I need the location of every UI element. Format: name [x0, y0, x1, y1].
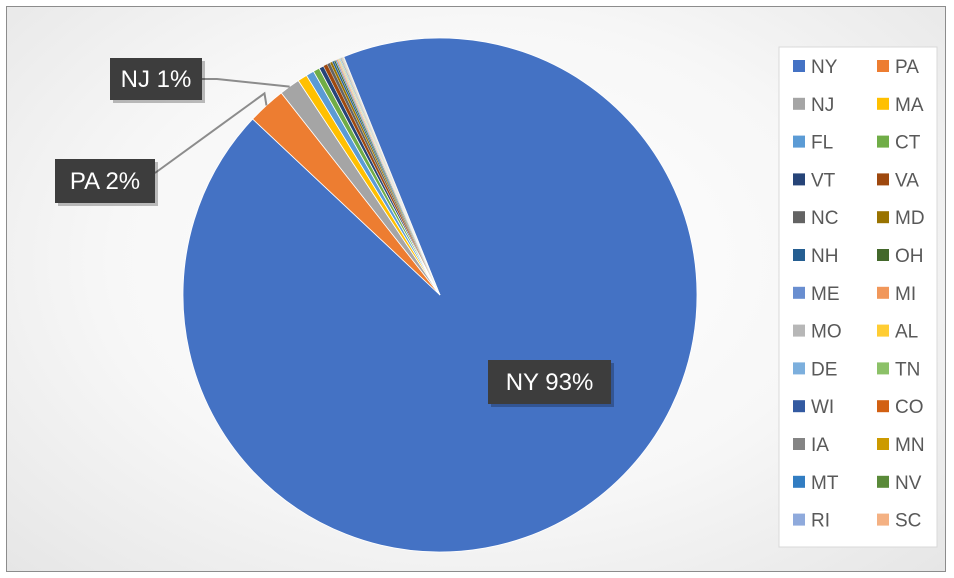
legend-label: NC	[811, 208, 838, 229]
data-label-box	[110, 58, 202, 100]
data-label-ny: NY 93%	[488, 360, 614, 407]
legend-swatch	[793, 249, 805, 261]
legend-swatch	[793, 362, 805, 375]
legend-swatch	[793, 97, 805, 110]
legend-label: SC	[895, 511, 921, 532]
data-label-pa: PA 2%	[55, 159, 158, 206]
legend-item-fl: FL	[793, 133, 833, 154]
legend-item-md: MD	[877, 208, 925, 229]
data-label-text-nj: NJ 1%	[121, 66, 192, 93]
legend-item-al: AL	[877, 322, 918, 343]
legend-swatch	[877, 475, 889, 488]
legend-item-mt: MT	[793, 473, 839, 494]
legend-item-mi: MI	[877, 284, 916, 305]
legend-label: MI	[895, 284, 916, 305]
legend-swatch	[877, 249, 889, 261]
legend-label: DE	[811, 359, 837, 380]
legend-label: NJ	[811, 95, 834, 116]
legend-swatch	[793, 60, 805, 72]
legend-item-mo: MO	[793, 322, 842, 343]
legend-label: NV	[895, 473, 922, 494]
legend-label: FL	[811, 133, 833, 154]
legend-item-oh: OH	[877, 246, 924, 267]
legend-label: PA	[895, 57, 919, 78]
legend-label: MN	[895, 435, 925, 456]
legend-swatch	[793, 135, 805, 148]
legend-swatch	[793, 324, 805, 337]
pie-slices	[182, 37, 698, 553]
legend-label: NY	[811, 57, 838, 78]
legend-item-ri: RI	[793, 511, 830, 532]
legend-box	[778, 46, 938, 548]
legend-label: MA	[895, 95, 924, 116]
legend-item-nc: NC	[793, 208, 838, 229]
legend-item-vt: VT	[793, 170, 836, 191]
data-label-text-ny: NY 93%	[506, 369, 594, 396]
legend-label: NH	[811, 246, 838, 267]
legend-item-mn: MN	[877, 435, 925, 456]
pie-slice-sc	[343, 56, 441, 296]
legend-item-wi: WI	[793, 397, 834, 418]
legend-item-tn: TN	[877, 359, 920, 380]
legend-swatch	[793, 513, 805, 526]
legend-item-nh: NH	[793, 246, 838, 267]
legend-swatch	[877, 286, 889, 299]
legend-swatch	[793, 475, 805, 488]
legend-swatch	[877, 513, 889, 526]
leader-line-pa	[154, 91, 268, 174]
legend-label: OH	[895, 246, 924, 267]
legend-item-pa: PA	[877, 57, 919, 78]
legend-item-ia: IA	[793, 435, 829, 456]
leader-line-nj	[202, 78, 290, 88]
pie-slice-ny	[182, 37, 698, 553]
legend-swatch	[877, 362, 889, 375]
legend-item-sc: SC	[877, 511, 921, 532]
legend-label: CT	[895, 133, 921, 154]
legend-swatch	[877, 97, 889, 110]
legend-item-ct: CT	[877, 133, 921, 154]
legend-swatch	[793, 438, 805, 450]
legend-swatch	[877, 135, 889, 148]
legend-label: VA	[895, 170, 919, 191]
legend-item-de: DE	[793, 359, 837, 380]
legend-swatch	[877, 173, 889, 186]
legend-label: RI	[811, 511, 830, 532]
legend-swatch	[877, 211, 889, 224]
legend-swatch	[793, 211, 805, 224]
legend-swatch	[793, 286, 805, 299]
legend-label: TN	[895, 359, 920, 380]
data-label-box	[55, 159, 155, 203]
legend-label: CO	[895, 397, 924, 418]
legend-item-co: CO	[877, 397, 924, 418]
legend-label: MD	[895, 208, 925, 229]
legend-item-va: VA	[877, 170, 919, 191]
legend-swatch	[877, 438, 889, 450]
legend-item-me: ME	[793, 284, 840, 305]
data-labels: NY 93% PA 2% NJ 1%	[55, 58, 614, 407]
legend-label: WI	[811, 397, 834, 418]
chart-frame: NY 93% PA 2% NJ 1% NY PA NJ MA FL CT VT VA NC MD NH O…	[6, 6, 946, 572]
pie-chart: NY 93% PA 2% NJ 1% NY PA NJ MA FL CT VT VA NC MD NH O…	[55, 37, 938, 553]
data-label-box	[488, 360, 611, 404]
data-label-text-pa: PA 2%	[70, 168, 140, 195]
legend-item-nj: NJ	[793, 95, 834, 116]
legend-swatch	[793, 400, 805, 413]
legend-item-ma: MA	[877, 95, 924, 116]
legend: NY PA NJ MA FL CT VT VA NC MD NH OH ME MI MO AL DE TN WI CO…	[778, 46, 938, 548]
legend-label: AL	[895, 322, 918, 343]
legend-label: ME	[811, 284, 840, 305]
legend-swatch	[877, 400, 889, 413]
legend-swatch	[877, 324, 889, 337]
legend-item-ny: NY	[793, 57, 838, 78]
legend-label: MO	[811, 322, 842, 343]
legend-label: MT	[811, 473, 839, 494]
data-label-nj: NJ 1%	[110, 58, 205, 103]
legend-label: VT	[811, 170, 836, 191]
legend-swatch	[877, 60, 889, 72]
leader-lines	[154, 78, 290, 174]
legend-item-nv: NV	[877, 473, 922, 494]
legend-swatch	[793, 173, 805, 186]
legend-label: IA	[811, 435, 829, 456]
